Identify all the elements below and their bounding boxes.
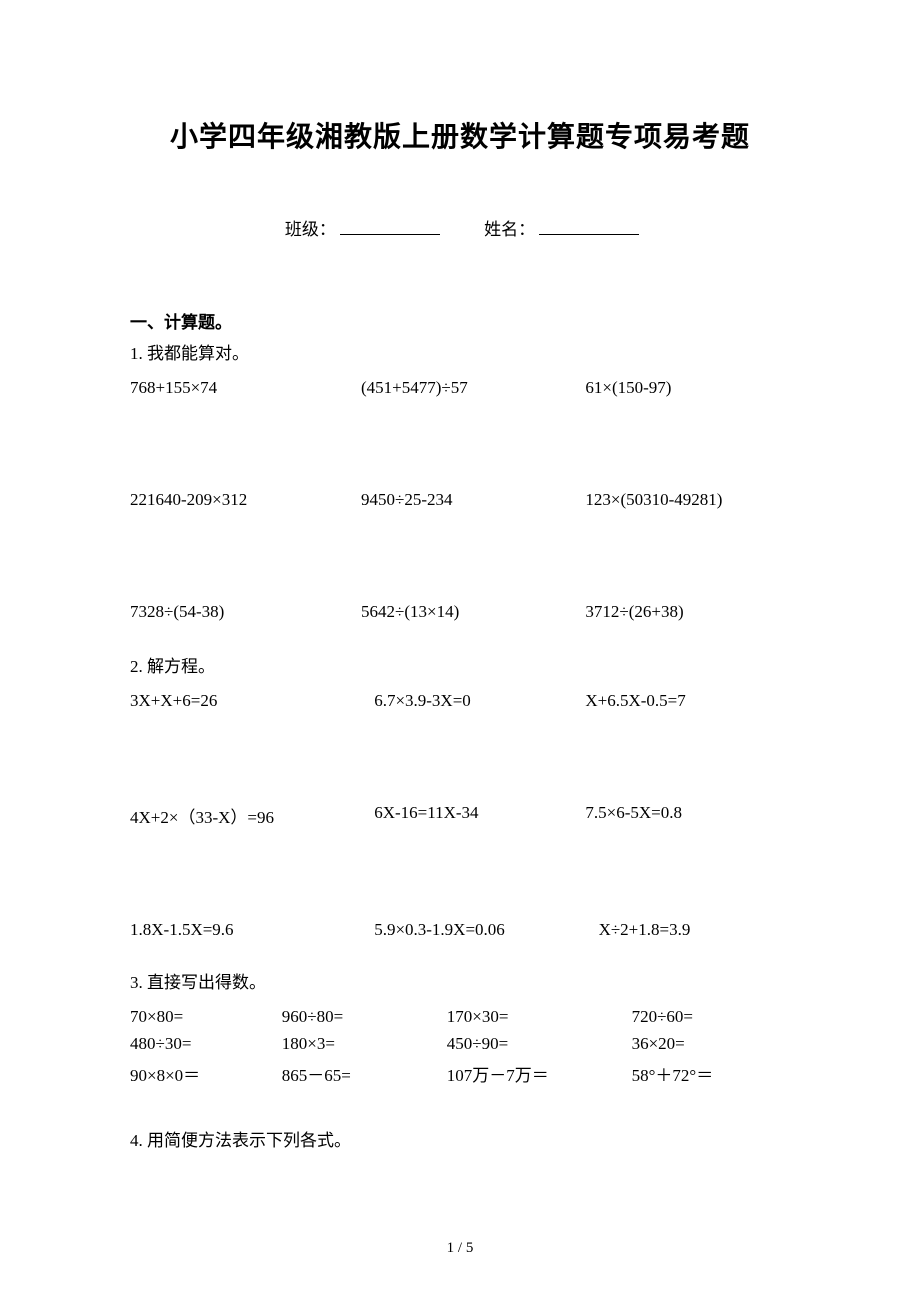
q2-row-2: 1.8X-1.5X=9.6 5.9×0.3-1.9X=0.06 X÷2+1.8=… bbox=[130, 920, 790, 940]
expr: 480÷30= bbox=[130, 1034, 282, 1054]
expr: 123×(50310-49281) bbox=[585, 490, 790, 510]
expr: 1.8X-1.5X=9.6 bbox=[130, 920, 374, 940]
q3-title: 3. 直接写出得数。 bbox=[130, 968, 790, 993]
class-label: 班级： bbox=[285, 220, 336, 239]
expr: X÷2+1.8=3.9 bbox=[599, 920, 790, 940]
expr: 3712÷(26+38) bbox=[585, 602, 790, 622]
q2-title: 2. 解方程。 bbox=[130, 652, 790, 677]
q3-row-1: 480÷30= 180×3= 450÷90= 36×20= bbox=[130, 1034, 790, 1054]
q1-row-2: 7328÷(54-38) 5642÷(13×14) 3712÷(26+38) bbox=[130, 602, 790, 622]
q1-row-0: 768+155×74 (451+5477)÷57 61×(150-97) bbox=[130, 378, 790, 398]
q1-row-1: 221640-209×312 9450÷25-234 123×(50310-49… bbox=[130, 490, 790, 510]
expr: 960÷80= bbox=[282, 1007, 447, 1027]
name-blank bbox=[539, 218, 639, 235]
q2-row-0: 3X+X+6=26 6.7×3.9-3X=0 X+6.5X-0.5=7 bbox=[130, 691, 790, 711]
q2-row-1: 4X+2×（33-X）=96 6X-16=11X-34 7.5×6-5X=0.8 bbox=[130, 803, 790, 828]
expr: 7.5×6-5X=0.8 bbox=[585, 803, 790, 828]
q3-row-0: 70×80= 960÷80= 170×30= 720÷60= bbox=[130, 1007, 790, 1027]
expr: 58°＋72°＝ bbox=[632, 1061, 790, 1086]
expr: 61×(150-97) bbox=[585, 378, 790, 398]
expr: 6.7×3.9-3X=0 bbox=[374, 691, 585, 711]
q4-title: 4. 用简便方法表示下列各式。 bbox=[130, 1126, 790, 1151]
expr: X+6.5X-0.5=7 bbox=[585, 691, 790, 711]
expr: 36×20= bbox=[632, 1034, 790, 1054]
expr: 6X-16=11X-34 bbox=[374, 803, 585, 828]
expr: 7328÷(54-38) bbox=[130, 602, 361, 622]
page-container: 小学四年级湘教版上册数学计算题专项易考题 班级： 姓名： 一、计算题。 1. 我… bbox=[0, 0, 920, 1302]
q3-row-2: 90×8×0＝ 865－65= 107万－7万＝ 58°＋72°＝ bbox=[130, 1061, 790, 1086]
q1-title: 1. 我都能算对。 bbox=[130, 339, 790, 364]
expr: 90×8×0＝ bbox=[130, 1061, 282, 1086]
expr: 768+155×74 bbox=[130, 378, 361, 398]
class-blank bbox=[340, 218, 440, 235]
expr: 4X+2×（33-X）=96 bbox=[130, 803, 374, 828]
section-header: 一、计算题。 bbox=[130, 308, 790, 333]
expr: 5.9×0.3-1.9X=0.06 bbox=[374, 920, 598, 940]
expr: 5642÷(13×14) bbox=[361, 602, 585, 622]
expr: 70×80= bbox=[130, 1007, 282, 1027]
name-label: 姓名： bbox=[484, 220, 535, 239]
expr: 221640-209×312 bbox=[130, 490, 361, 510]
expr: 9450÷25-234 bbox=[361, 490, 585, 510]
document-title: 小学四年级湘教版上册数学计算题专项易考题 bbox=[130, 115, 790, 155]
expr: 720÷60= bbox=[632, 1007, 790, 1027]
expr: 107万－7万＝ bbox=[447, 1061, 632, 1086]
expr: 3X+X+6=26 bbox=[130, 691, 374, 711]
student-info-line: 班级： 姓名： bbox=[130, 215, 790, 240]
page-footer: 1 / 5 bbox=[0, 1240, 920, 1257]
expr: 450÷90= bbox=[447, 1034, 632, 1054]
expr: 180×3= bbox=[282, 1034, 447, 1054]
expr: 170×30= bbox=[447, 1007, 632, 1027]
expr: (451+5477)÷57 bbox=[361, 378, 585, 398]
expr: 865－65= bbox=[282, 1061, 447, 1086]
